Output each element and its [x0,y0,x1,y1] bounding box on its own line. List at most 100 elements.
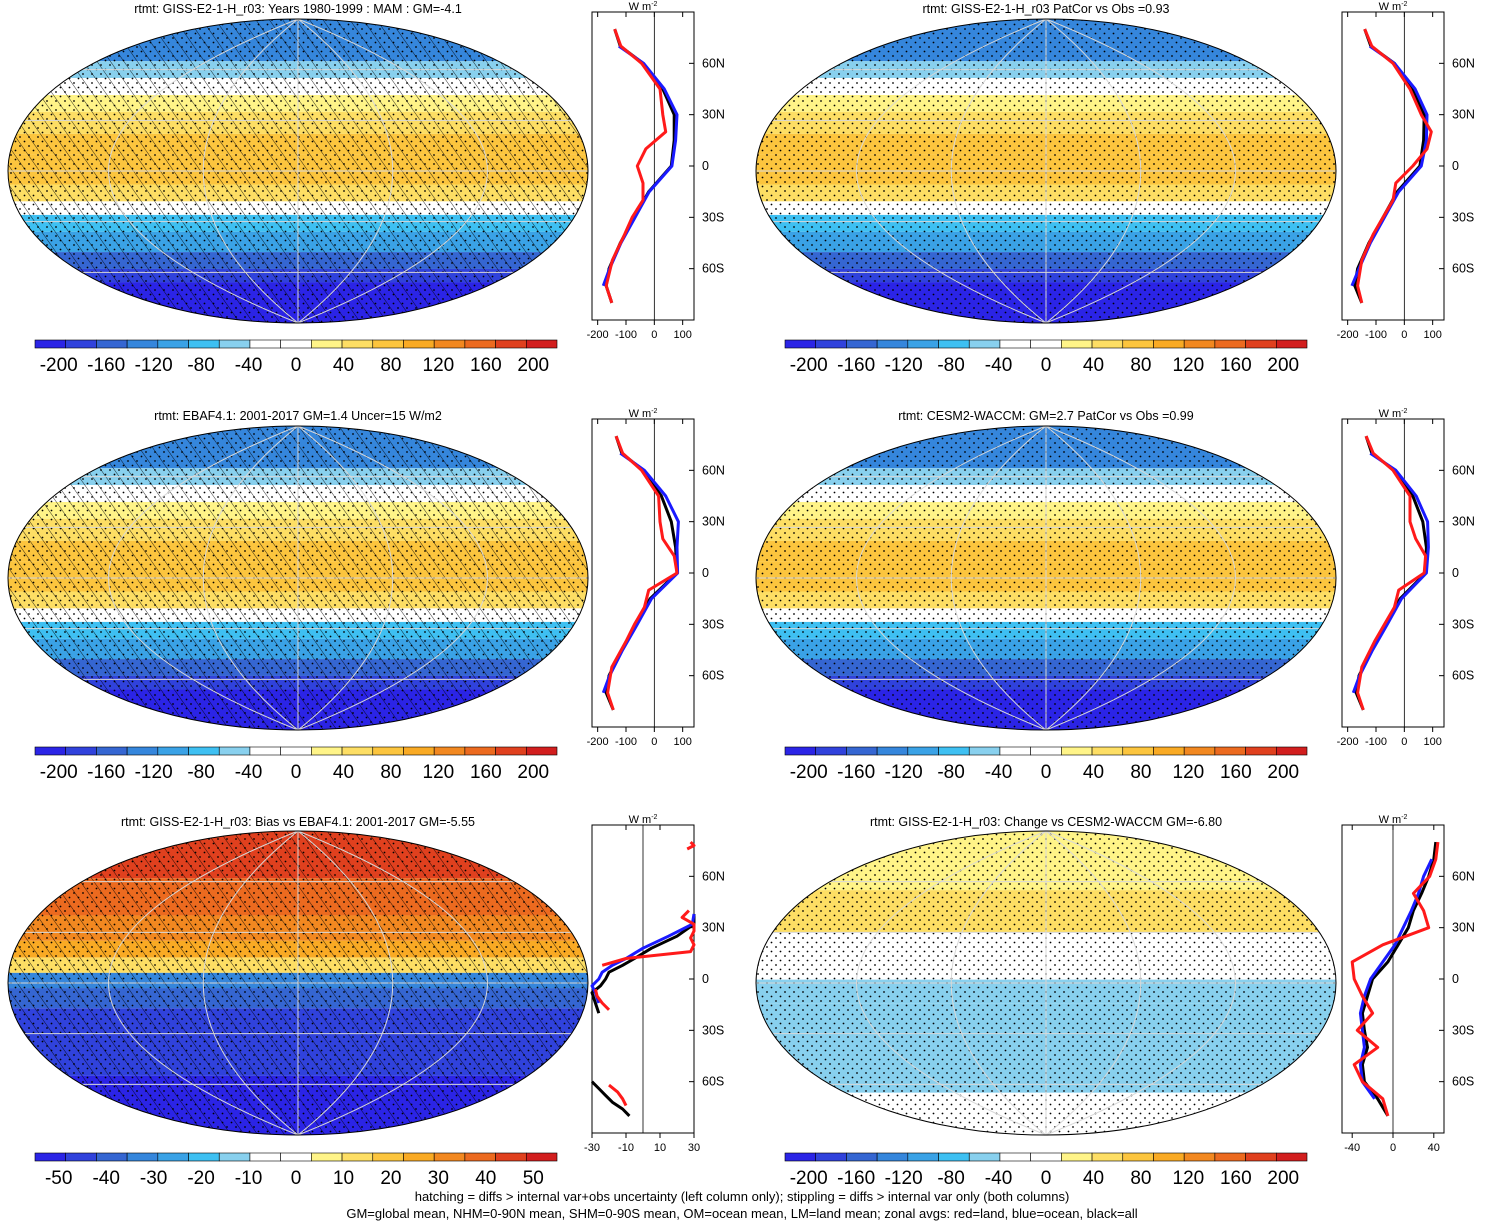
colorbar-tick-label: -160 [837,1168,875,1189]
colorbar-swatch [464,746,496,756]
colorbar-tick-label: -200 [40,355,78,376]
x-tick-label: -30 [584,1142,600,1154]
x-tick-label: -40 [1344,1142,1360,1154]
colorbar-swatch [784,746,817,756]
zonal-average-plot: W m-2 -40 0 40 60N 30N 0 30S 60S [1341,814,1475,1154]
colorbar-swatch [1122,746,1154,756]
lat-tick-label: 30S [1452,617,1474,631]
graticule-lon [1045,426,1236,730]
map [7,425,589,731]
colorbar-tick-label: 0 [1041,762,1052,783]
lat-tick-label: 30S [1452,210,1474,224]
colorbar-swatch [999,746,1031,756]
colorbar-swatch [525,746,558,756]
graticule-lon [108,426,299,730]
x-tick-label: -200 [1337,329,1359,341]
zonal-average-plot: W m-2 -200 -100 0 100 60N 30N 0 30S 60S [1337,1,1475,341]
graticule-lon [297,831,488,1135]
colorbar-swatch [341,339,374,349]
colorbar-tick-label: -80 [937,355,964,376]
lat-tick-label: 60S [1452,669,1474,683]
lat-tick-label: 0 [1452,972,1459,986]
colorbar-swatch [280,746,312,756]
graticule-lon [1045,19,1142,323]
colorbar-tick-label: -80 [187,355,214,376]
colorbar-tick-label: 80 [1130,355,1151,376]
colorbar-swatch [1153,746,1185,756]
colorbar-tick-label: -200 [40,762,78,783]
colorbar-swatch [907,746,939,756]
graticule-lon [856,19,1047,323]
panel-2: rtmt: EBAF4.1: 2001-2017 GM=1.4 Uncer=15… [7,408,725,783]
colorbar-tick-label: 0 [1041,1168,1052,1189]
colorbar-swatch [218,746,251,756]
colorbar-tick-label: -80 [937,1168,964,1189]
zonal-series-land [686,841,696,851]
lat-tick-label: 30N [702,921,725,935]
colorbar-tick-label: 120 [1173,762,1205,783]
colorbar-swatch [218,339,251,349]
panel-title: rtmt: GISS-E2-1-H_r03: Change vs CESM2-W… [870,815,1222,829]
zonal-series-all [590,914,696,1014]
colorbar-swatch [1153,1152,1185,1162]
colorbar-swatch [96,339,128,349]
x-tick-label: 100 [1423,329,1441,341]
x-tick-label: -10 [618,1142,634,1154]
lat-tick-label: 60S [702,669,724,683]
colorbar-swatch [372,746,404,756]
panel-4: rtmt: GISS-E2-1-H_r03: Bias vs EBAF4.1: … [7,814,725,1189]
lat-tick-label: 0 [1452,159,1459,173]
colorbar-tick-label: 0 [291,355,302,376]
colorbar-tick-label: 160 [470,355,502,376]
graticule-lon [297,426,394,730]
x-tick-label: -100 [1365,736,1387,748]
colorbar-swatch [815,1152,847,1162]
zonal-average-plot: W m-2 -200 -100 0 100 60N 30N 0 30S 60S [587,408,725,748]
colorbar-swatch [1061,339,1093,349]
colorbar-tick-label: 160 [1220,355,1252,376]
lat-tick-label: 0 [702,566,709,580]
colorbar-swatch [815,339,847,349]
zonal-series-land [593,988,611,1011]
colorbar-swatch [907,339,939,349]
zonal-average-plot: W m-2 -200 -100 0 100 60N 30N 0 30S 60S [587,1,725,341]
lat-tick-label: 60N [702,869,725,883]
map [755,18,1337,324]
colorbar-tick-label: 160 [1220,762,1252,783]
colorbar-swatch [1275,746,1308,756]
zonal-series-all [604,28,676,304]
lat-tick-label: 30N [702,108,725,122]
colorbar-tick-label: -160 [87,355,125,376]
colorbar-swatch [1214,746,1246,756]
zonal-average-plot: W m-2 -200 -100 0 100 60N 30N 0 30S 60S [1337,408,1475,748]
colorbar-tick-label: -50 [45,1168,72,1189]
colorbar-tick-label: -40 [985,762,1012,783]
colorbar-swatch [846,339,878,349]
colorbar-tick-label: 0 [291,1168,302,1189]
x-tick-label: 0 [1401,736,1407,748]
panel-title: rtmt: GISS-E2-1-H_r03: Years 1980-1999 :… [134,2,462,16]
colorbar-swatch [938,746,970,756]
colorbar-tick-label: -120 [885,762,923,783]
colorbar-swatch [464,1152,496,1162]
colorbar-tick-label: 40 [1083,355,1104,376]
lat-tick-label: 60S [1452,262,1474,276]
colorbar-tick-label: -80 [187,762,214,783]
colorbar-tick-label: 30 [428,1168,449,1189]
x-tick-label: 40 [1428,1142,1440,1154]
x-tick-label: 0 [1401,329,1407,341]
colorbar-swatch [157,746,189,756]
colorbar-swatch [1091,1152,1124,1162]
colorbar-swatch [938,1152,970,1162]
zonal-series-land [606,435,679,711]
x-tick-label: 100 [673,329,691,341]
panel-title: rtmt: GISS-E2-1-H_r03: Bias vs EBAF4.1: … [121,815,475,829]
colorbar-swatch [784,339,817,349]
colorbar: -200 -160 -120 -80 -40 0 40 80 120 160 200 [34,339,558,376]
colorbar-swatch [1030,1152,1062,1162]
graticule-lon [297,426,488,730]
colorbar-swatch [341,1152,374,1162]
colorbar-tick-label: -120 [135,355,173,376]
colorbar-tick-label: -200 [790,355,828,376]
